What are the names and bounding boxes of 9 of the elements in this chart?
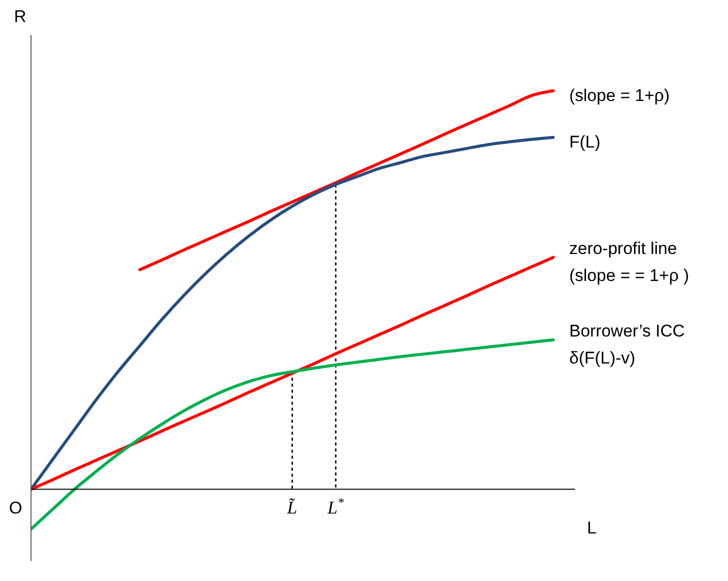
series-label: Borrower’s ICC δ(F(L)-v) (569, 322, 685, 368)
series-label: (slope = 1+ρ) (569, 86, 670, 106)
y-axis-title: R (14, 7, 26, 26)
x-tick-label: L̃ (286, 497, 298, 518)
text: O (9, 498, 22, 518)
series-label: F(L) (569, 132, 600, 152)
x-axis-title: L (587, 518, 596, 538)
series-label: zero-profit line (slope = = 1+ρ ) (569, 239, 690, 286)
x-tick-label: L$^{*}$ (326, 495, 344, 518)
